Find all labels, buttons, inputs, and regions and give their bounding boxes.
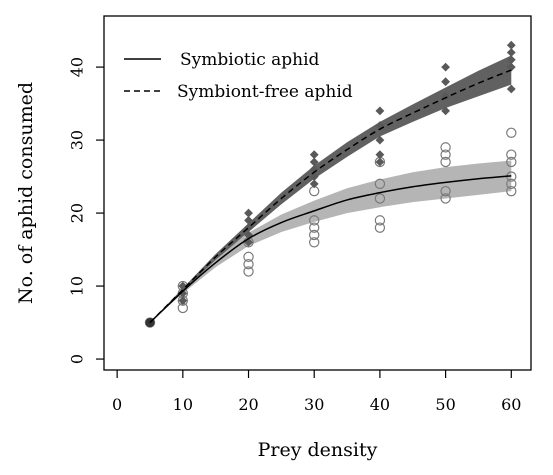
data-point-symbiont-free-8 [244, 208, 253, 218]
data-point-symbiotic-7 [243, 251, 254, 263]
legend-label-symbiotic: Symbiotic aphid [180, 50, 320, 70]
y-axis: 0 10 20 30 40 [68, 57, 104, 364]
legend-label-symbiont-free: Symbiont-free aphid [177, 82, 353, 102]
data-point-symbiont-free-16 [375, 135, 385, 145]
data-point-symbiotic-29 [506, 127, 517, 138]
data-point-symbiont-free-13 [309, 150, 319, 160]
x-tick-label-20: 20 [238, 395, 258, 414]
x-tick-label-10: 10 [173, 395, 193, 414]
x-tick-label-40: 40 [370, 395, 390, 414]
data-point-symbiont-free-7 [244, 215, 253, 225]
y-tick-label-20: 20 [68, 203, 87, 223]
data-point-symbiotic-14 [374, 222, 386, 233]
data-point-symbiont-free-10 [309, 172, 319, 181]
confidence-band-0 [149, 160, 512, 323]
data-point-symbiont-free-22 [441, 62, 450, 72]
legend: Symbiotic aphid Symbiont-free aphid [124, 50, 353, 102]
data-point-symbiont-free-27 [506, 40, 516, 50]
data-point-symbiotic-5 [243, 266, 254, 277]
data-point-symbiotic-12 [309, 215, 320, 226]
fit-lines [149, 69, 512, 324]
plot-frame [103, 15, 532, 371]
data-point-symbiotic-19 [440, 193, 451, 204]
x-axis-title: Prey density [258, 439, 378, 461]
data-points [144, 40, 517, 328]
data-point-symbiont-free-18 [375, 106, 385, 116]
data-point-symbiotic-20 [440, 185, 451, 197]
data-point-symbiotic-9 [309, 237, 320, 248]
y-tick-label-30: 30 [68, 130, 87, 150]
data-point-symbiotic-10 [309, 229, 320, 241]
data-point-symbiont-free-26 [506, 48, 516, 57]
y-axis-title: No. of aphid consumed [15, 82, 37, 304]
data-point-symbiotic-24 [506, 185, 517, 197]
data-point-symbiotic-15 [374, 215, 386, 226]
data-point-symbiont-free-9 [309, 179, 319, 189]
fit-line-symbiotic [149, 175, 512, 324]
x-tick-label-50: 50 [435, 395, 455, 414]
data-point-symbiotic-28 [506, 149, 517, 160]
data-point-symbiotic-16 [374, 193, 386, 204]
data-point-symbiotic-22 [440, 149, 451, 160]
data-point-symbiont-free-14 [375, 157, 385, 167]
x-tick-label-60: 60 [501, 395, 521, 414]
x-tick-label-0: 0 [112, 395, 122, 414]
y-tick-label-10: 10 [68, 276, 87, 296]
data-point-symbiont-free-12 [309, 157, 319, 167]
data-point-symbiont-free-5 [244, 230, 253, 240]
x-axis: 0 10 20 30 40 50 60 [112, 370, 521, 414]
data-point-symbiotic-17 [374, 178, 386, 190]
data-point-symbiotic-25 [506, 178, 517, 190]
data-point-symbiont-free-23 [506, 84, 516, 94]
data-point-symbiotic-21 [440, 156, 451, 168]
confidence-band-1 [149, 55, 512, 323]
x-tick-label-30: 30 [304, 395, 324, 414]
data-point-symbiont-free-25 [506, 55, 516, 65]
data-point-symbiont-free-1 [178, 296, 188, 306]
confidence-bands [149, 55, 512, 323]
data-point-symbiont-free-19 [441, 106, 450, 116]
data-point-symbiont-free-11 [309, 164, 319, 174]
data-point-symbiont-free-15 [375, 150, 385, 160]
data-point-symbiotic-11 [309, 222, 320, 233]
y-tick-label-40: 40 [68, 57, 87, 77]
y-tick-label-0: 0 [68, 354, 87, 364]
data-point-symbiont-free-24 [506, 62, 516, 72]
fit-line-symbiont-free [149, 69, 512, 324]
data-point-symbiotic-6 [243, 258, 254, 270]
data-point-symbiotic-23 [440, 142, 451, 153]
data-point-symbiotic-27 [506, 156, 517, 168]
data-point-symbiont-free-21 [441, 77, 450, 87]
